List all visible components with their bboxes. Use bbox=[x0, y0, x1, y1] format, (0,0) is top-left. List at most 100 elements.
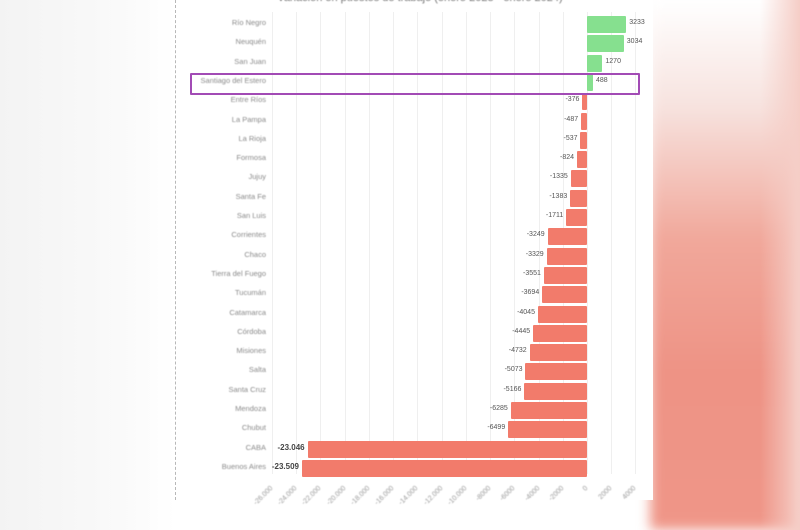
bar-row: La Pampa -487 bbox=[0, 112, 800, 131]
x-tick-label: -10.000 bbox=[446, 485, 469, 507]
value-label: 1270 bbox=[605, 57, 621, 65]
bar-row: Neuquén 3034 bbox=[0, 34, 800, 53]
category-label: Jujuy bbox=[248, 172, 266, 182]
value-label: -487 bbox=[564, 115, 579, 123]
x-tick-label: -6000 bbox=[499, 485, 517, 503]
category-label: Catamarca bbox=[229, 307, 266, 317]
value-label: -4732 bbox=[508, 347, 527, 355]
gridline bbox=[490, 12, 492, 474]
bar bbox=[546, 247, 587, 265]
chart-title: Variación en puestos de trabajo (enero 2… bbox=[180, 0, 660, 4]
bar bbox=[570, 189, 587, 207]
bar-row: Santiago del Estero 488 bbox=[0, 73, 800, 92]
bar bbox=[543, 266, 587, 284]
value-label: 3233 bbox=[629, 19, 645, 26]
bar bbox=[525, 363, 587, 381]
category-label: Tierra del Fuego bbox=[211, 268, 266, 278]
gridline bbox=[441, 12, 443, 474]
bar-row: Tierra del Fuego -3551 bbox=[0, 266, 800, 285]
value-label: -824 bbox=[560, 154, 575, 162]
gridline bbox=[611, 12, 613, 474]
bar bbox=[581, 112, 587, 130]
category-label: CABA bbox=[245, 442, 266, 452]
value-label: -5073 bbox=[504, 366, 523, 374]
category-label: Santiago del Estero bbox=[200, 75, 266, 85]
category-label: Salta bbox=[248, 365, 266, 375]
category-label: La Pampa bbox=[231, 114, 266, 124]
bar-row: Río Negro 3233 bbox=[0, 15, 800, 34]
gridline bbox=[465, 12, 467, 474]
value-label: -3551 bbox=[523, 269, 541, 277]
category-label: Córdoba bbox=[237, 326, 266, 336]
bar bbox=[547, 228, 587, 246]
value-label: -1383 bbox=[549, 192, 568, 200]
bar bbox=[566, 209, 587, 226]
bar bbox=[537, 305, 587, 323]
x-tick-label: -8000 bbox=[474, 485, 493, 503]
value-label: -1711 bbox=[545, 212, 564, 219]
x-tick-label: -22.000 bbox=[301, 485, 323, 507]
gridline bbox=[514, 12, 516, 474]
value-label: -3694 bbox=[521, 289, 540, 297]
gridline bbox=[417, 12, 419, 474]
gridline bbox=[344, 12, 346, 474]
x-tick-label: 0 bbox=[581, 485, 590, 493]
category-label: Tucumán bbox=[235, 288, 266, 298]
bar-row: Misiones -4732 bbox=[0, 343, 800, 362]
bar-row: Mendoza -6285 bbox=[0, 401, 800, 420]
bar-row: Catamarca -4045 bbox=[0, 305, 800, 324]
category-label: La Rioja bbox=[238, 133, 266, 143]
x-tick-label: -12.000 bbox=[422, 485, 444, 507]
x-tick-label: -4000 bbox=[523, 485, 541, 503]
bar-row: San Juan 1270 bbox=[0, 54, 800, 73]
value-label: -4045 bbox=[517, 308, 535, 316]
value-label: -5166 bbox=[503, 385, 522, 393]
bar-row: Santa Cruz -5166 bbox=[0, 382, 800, 401]
bar bbox=[580, 131, 587, 149]
bar bbox=[587, 54, 603, 72]
bar-row: Córdoba -4445 bbox=[0, 324, 800, 343]
gridline bbox=[368, 12, 370, 474]
bar-row: Chaco -3329 bbox=[0, 247, 800, 266]
bar bbox=[577, 151, 587, 169]
gridline bbox=[587, 12, 588, 474]
category-label: Neuquén bbox=[235, 37, 266, 47]
value-label: -23.509 bbox=[271, 461, 299, 471]
dashed-guide-line bbox=[175, 0, 176, 500]
value-label: -3329 bbox=[525, 250, 544, 258]
category-label: Chubut bbox=[241, 423, 266, 433]
value-label: -6285 bbox=[489, 405, 508, 412]
highlight-box-santiago-del-estero bbox=[190, 73, 640, 95]
bar-row: Salta -5073 bbox=[0, 362, 800, 381]
x-tick-label: 2000 bbox=[597, 485, 614, 501]
category-label: Formosa bbox=[236, 153, 266, 163]
bar bbox=[570, 170, 587, 188]
x-tick-label: 4000 bbox=[621, 485, 638, 501]
bar-row: San Luis -1711 bbox=[0, 208, 800, 227]
blurred-background-edge bbox=[760, 0, 800, 530]
x-tick-label: -16.000 bbox=[373, 485, 396, 507]
bar-row: Formosa -824 bbox=[0, 150, 800, 169]
bar bbox=[533, 324, 587, 342]
bar-row: La Rioja -537 bbox=[0, 131, 800, 150]
category-label: Río Negro bbox=[231, 18, 266, 27]
bar bbox=[582, 93, 587, 111]
category-label: Misiones bbox=[236, 346, 266, 356]
bar-row: CABA -23.046 bbox=[0, 440, 800, 459]
bar-row: Entre Ríos -376 bbox=[0, 92, 800, 111]
bar-row: Buenos Aires -23.509 bbox=[0, 459, 800, 478]
bar bbox=[529, 344, 587, 362]
category-label: San Luis bbox=[236, 211, 266, 220]
x-tick-label: -20.000 bbox=[325, 485, 348, 507]
x-tick-label: -24.000 bbox=[276, 485, 299, 507]
bar bbox=[587, 73, 593, 91]
category-label: Entre Ríos bbox=[230, 95, 266, 105]
category-label: Corrientes bbox=[231, 230, 266, 240]
bar bbox=[307, 440, 587, 458]
value-label: -6499 bbox=[487, 424, 506, 432]
bar-row: Jujuy -1335 bbox=[0, 169, 800, 188]
gridline bbox=[296, 12, 298, 474]
gridline bbox=[271, 12, 273, 474]
value-label: -3249 bbox=[526, 231, 545, 239]
